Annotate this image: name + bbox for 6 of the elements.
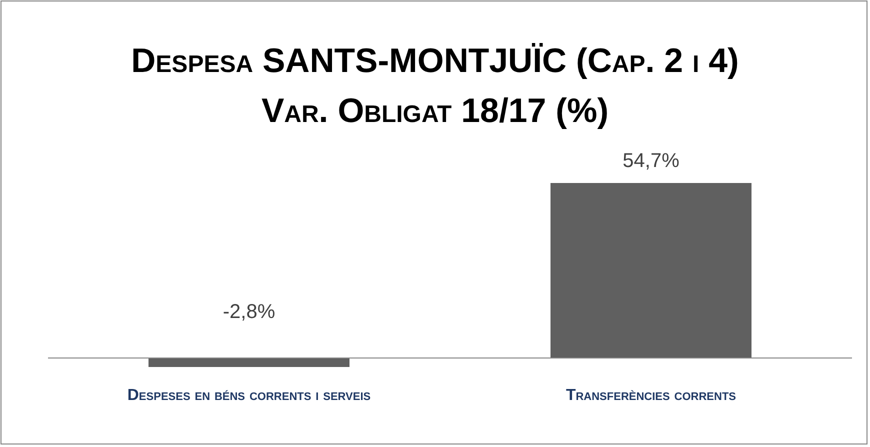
data-label: 54,7% [622, 150, 680, 172]
chart-subtitle: Var. Obligat 18/17 (%) [261, 92, 609, 130]
data-label: -2,8% [222, 301, 276, 324]
chart-title: Despesa SANTS-MONTJUÏC (Cap. 2 i 4) [131, 42, 739, 80]
x-tick-label: Transferències corrents [566, 387, 736, 404]
x-tick-label: Despeses en béns corrents i serveis [127, 387, 371, 404]
